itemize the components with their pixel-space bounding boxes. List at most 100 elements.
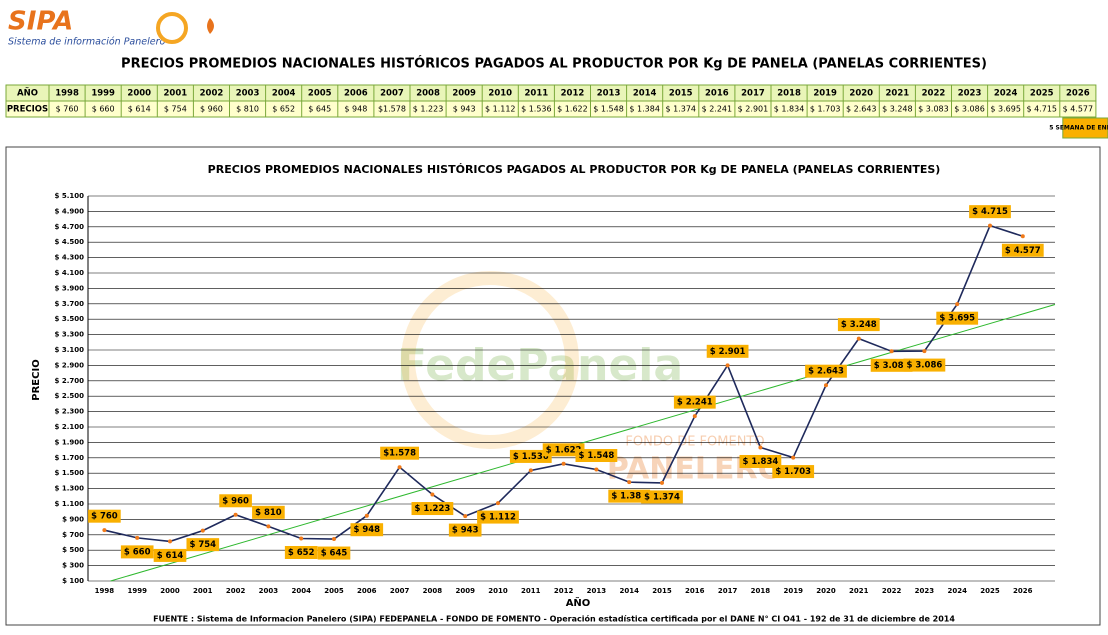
table-price: $ 1.223 xyxy=(413,105,444,114)
x-tick-label: 2017 xyxy=(718,587,738,595)
y-tick-label: $ 3.100 xyxy=(55,346,85,354)
x-tick-label: 2023 xyxy=(915,587,935,595)
table-price: $ 2.241 xyxy=(702,105,733,114)
y-tick-label: $ 2.300 xyxy=(55,408,85,416)
y-tick-label: $ 3.300 xyxy=(55,331,85,339)
data-label: $ 3.695 xyxy=(939,314,975,324)
x-tick-label: 2005 xyxy=(324,587,344,595)
table-header: AÑO xyxy=(17,88,38,99)
point xyxy=(955,302,960,307)
table-price: $ 810 xyxy=(236,105,259,114)
data-label: $ 1.384 xyxy=(611,492,647,502)
data-label-box xyxy=(186,538,220,552)
table-price: $ 1.834 xyxy=(774,105,805,114)
table-price: $ 614 xyxy=(128,105,151,114)
data-label-box xyxy=(448,523,482,537)
x-tick-label: 2019 xyxy=(783,587,803,595)
y-tick-label: $ 2.500 xyxy=(55,392,85,400)
point xyxy=(364,513,369,518)
data-label-box xyxy=(477,510,519,524)
data-label-box xyxy=(317,546,351,560)
data-label-box xyxy=(772,465,815,479)
data-label: $ 754 xyxy=(189,540,216,550)
y-tick-label: $ 4.500 xyxy=(55,238,85,246)
x-tick-label: 2008 xyxy=(423,587,443,595)
data-label-box xyxy=(641,490,683,504)
point xyxy=(922,349,927,354)
table-note: 5 SEMANA DE ENERO xyxy=(1049,125,1108,132)
table-year: 2017 xyxy=(741,89,765,99)
table-header: PRECIOS xyxy=(7,105,48,115)
point xyxy=(299,536,304,541)
data-label: $ 1.622 xyxy=(546,445,582,455)
data-label: $ 760 xyxy=(91,512,118,522)
data-label: $ 3.083 xyxy=(874,361,910,371)
x-tick-label: 2025 xyxy=(980,587,1000,595)
table-year: 2003 xyxy=(236,89,260,99)
point xyxy=(397,465,402,470)
table-price: $ 660 xyxy=(92,105,115,114)
data-label-box xyxy=(350,523,384,537)
data-label: $ 943 xyxy=(452,526,479,536)
data-label-box xyxy=(805,364,847,378)
point xyxy=(463,514,468,519)
data-label: $ 614 xyxy=(157,551,184,561)
x-tick-label: 2021 xyxy=(849,587,869,595)
data-label-box xyxy=(706,344,749,358)
data-label: $ 645 xyxy=(321,549,348,559)
data-label: $ 1.548 xyxy=(579,451,615,461)
table-year: 2014 xyxy=(633,89,657,99)
point xyxy=(135,535,140,540)
data-label: $ 948 xyxy=(353,525,380,535)
data-label-box xyxy=(120,545,154,559)
table-year: 2023 xyxy=(958,89,982,99)
data-label: $ 960 xyxy=(222,496,249,506)
table-price: $ 760 xyxy=(56,105,79,114)
table-price: $ 2.901 xyxy=(738,105,769,114)
data-label-box xyxy=(608,489,651,503)
logo-subtitle: Sistema de información Panelero xyxy=(8,37,165,48)
table-year: 2016 xyxy=(705,89,729,99)
x-tick-label: 2013 xyxy=(587,587,607,595)
data-label-box xyxy=(380,446,420,460)
watermark-ring xyxy=(401,271,579,449)
point xyxy=(233,512,238,517)
data-label: $ 4.577 xyxy=(1005,246,1041,256)
point xyxy=(988,223,992,228)
x-tick-label: 2026 xyxy=(1013,587,1033,595)
y-tick-label: $ 4.900 xyxy=(55,207,85,215)
data-label: $ 810 xyxy=(255,508,282,518)
data-label-box xyxy=(219,494,252,508)
y-tick-label: $ 2.100 xyxy=(55,423,85,431)
x-tick-label: 2018 xyxy=(751,587,771,595)
x-tick-label: 1998 xyxy=(95,587,115,595)
table-price: $ 4.715 xyxy=(1026,105,1057,114)
table-year: 2002 xyxy=(200,89,224,99)
x-tick-label: 2016 xyxy=(685,587,705,595)
table-year: 2026 xyxy=(1066,89,1090,99)
point xyxy=(1020,234,1025,239)
data-label: $ 4.715 xyxy=(972,207,1008,217)
y-tick-label: $ 500 xyxy=(62,546,84,554)
table-price: $ 3.083 xyxy=(918,105,949,114)
table-year: 2020 xyxy=(849,89,873,99)
data-label-box xyxy=(936,311,979,325)
point xyxy=(266,524,271,529)
y-tick-label: $ 2.700 xyxy=(55,377,85,385)
logo: SIPA xyxy=(8,7,73,37)
point xyxy=(627,480,632,485)
table-price: $ 960 xyxy=(200,105,223,114)
table-year: 2025 xyxy=(1030,89,1054,99)
table-price: $ 1.112 xyxy=(485,105,516,114)
point xyxy=(758,445,763,450)
data-label-box xyxy=(284,545,318,559)
table-price: $ 645 xyxy=(308,105,331,114)
point xyxy=(168,539,172,544)
x-axis-label: AÑO xyxy=(566,596,591,609)
data-label: $ 660 xyxy=(124,547,151,557)
logo-icon xyxy=(207,18,214,34)
table-year: 2019 xyxy=(813,89,837,99)
data-label: $ 2.643 xyxy=(808,367,844,377)
data-label-box xyxy=(870,358,913,372)
